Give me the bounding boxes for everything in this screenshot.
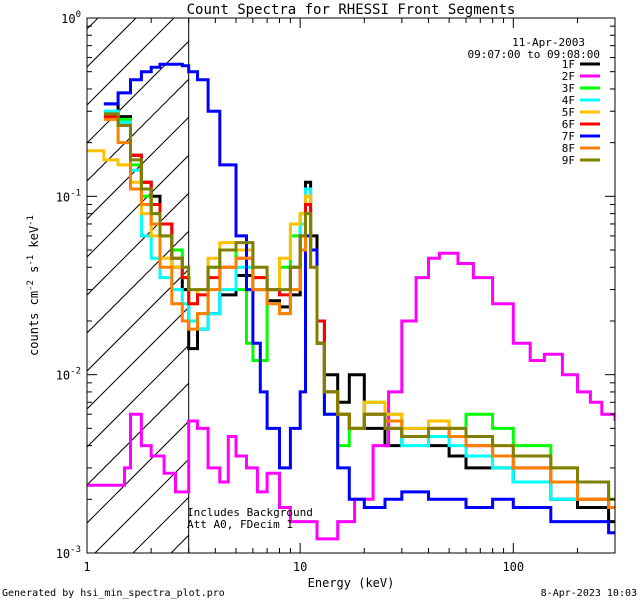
legend-label-2F: 2F [562, 70, 575, 83]
legend-date: 11-Apr-2003 [512, 36, 585, 49]
hatch-line [87, 18, 99, 30]
x-axis: 1 10 100 [83, 18, 616, 574]
series-line-4F [103, 109, 615, 509]
hatch-line [399, 0, 640, 553]
footer-generated-by: Generated by hsi_min_spectra_plot.pro [2, 588, 225, 599]
hatch-line [87, 192, 189, 296]
hatch-line [87, 18, 175, 106]
legend-label-9F: 9F [562, 154, 575, 167]
hatch-line [87, 382, 189, 486]
legend-time-range: 09:07:00 to 09:08:00 [468, 48, 600, 61]
hatch-line [87, 154, 189, 258]
hatch-line [285, 0, 640, 553]
series-line-1F [103, 102, 615, 524]
legend-label-1F: 1F [562, 58, 575, 71]
y-tick-label: 100 [61, 10, 81, 26]
chart-title: Count Spectra for RHESSI Front Segments [187, 2, 516, 18]
y-axis: 100 10-1 10-2 10-3 [56, 10, 615, 561]
hatch-line [87, 306, 189, 410]
hatch-line [0, 0, 87, 553]
series-line-2F [87, 251, 615, 541]
legend-label-3F: 3F [562, 82, 575, 95]
hatch-line [87, 230, 189, 334]
hatch-line [627, 0, 640, 553]
x-tick-label: 10 [293, 560, 307, 574]
series-group [87, 62, 615, 541]
legend-label-4F: 4F [562, 94, 575, 107]
hatch-line [87, 420, 189, 524]
series-line-9F [103, 112, 615, 501]
hatch-line [0, 0, 125, 553]
hatch-line [94, 458, 189, 553]
annotation-attenuator: Att A0, FDecim 1 [187, 518, 293, 531]
legend-label-7F: 7F [562, 130, 575, 143]
x-tick-label: 100 [502, 560, 524, 574]
y-tick-label: 10-2 [56, 367, 81, 383]
series-line-6F [103, 115, 615, 509]
legend-label-8F: 8F [562, 142, 575, 155]
y-tick-label: 10-1 [56, 188, 81, 204]
series-line-3F [103, 109, 615, 501]
series-line-8F [103, 117, 615, 509]
hatch-line [361, 0, 640, 553]
excluded-energy-hatch [0, 0, 640, 553]
footer-timestamp: 8-Apr-2023 10:03 [541, 588, 637, 599]
hatch-line [87, 40, 189, 144]
x-tick-label: 1 [83, 560, 90, 574]
y-axis-label: counts cm-2 s-1 keV-1 [26, 215, 41, 356]
y-tick-label: 10-3 [56, 545, 81, 561]
x-axis-label: Energy (keV) [308, 576, 395, 590]
hatch-line [437, 0, 640, 553]
annotation-background: Includes Background [187, 506, 313, 519]
series-line-7F [103, 62, 615, 535]
hatch-line [87, 18, 137, 68]
plot-frame [86, 17, 616, 554]
legend-label-5F: 5F [562, 106, 575, 119]
legend-label-6F: 6F [562, 118, 575, 131]
hatch-lines [0, 0, 640, 553]
